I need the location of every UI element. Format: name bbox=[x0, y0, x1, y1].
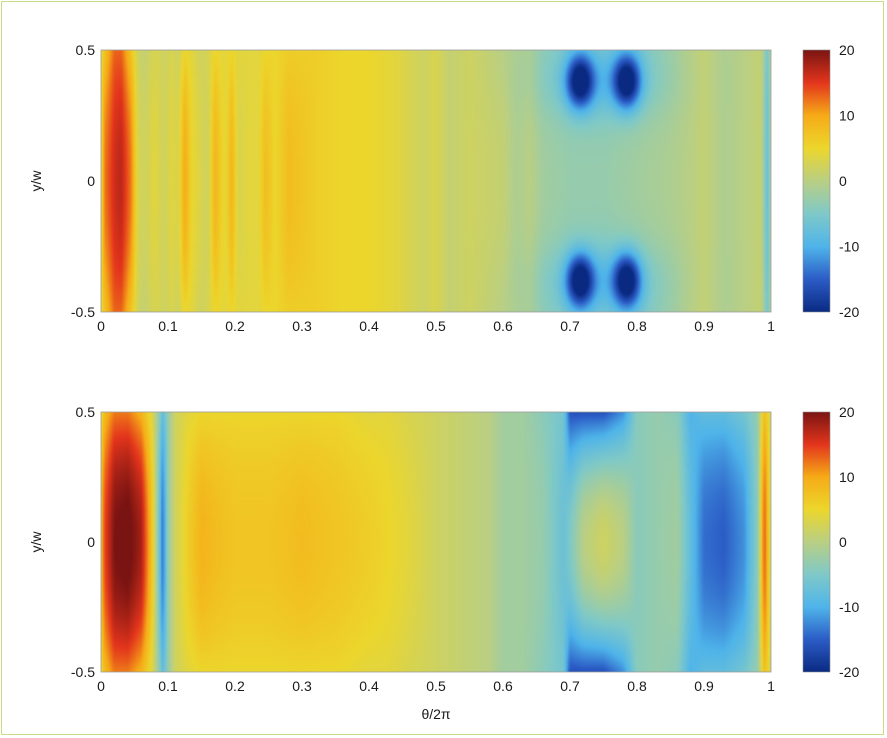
x-tick-label: 0.7 bbox=[560, 318, 580, 334]
colorbar-tick-label: 20 bbox=[839, 42, 855, 58]
colorbar-bottom bbox=[802, 411, 831, 673]
x-tick-label: 1 bbox=[767, 678, 775, 694]
colorbar-tick-label: -10 bbox=[839, 599, 859, 615]
x-tick-label: 0.4 bbox=[359, 318, 379, 334]
x-tick-label: 0.9 bbox=[694, 678, 714, 694]
x-tick-label: 0.5 bbox=[426, 678, 446, 694]
y-tick-label: 0.5 bbox=[76, 42, 96, 58]
colorbar-top bbox=[802, 49, 831, 313]
x-tick-label: 0.9 bbox=[694, 318, 714, 334]
x-tick-label: 0.4 bbox=[359, 678, 379, 694]
y-axis-title-bottom: y/w bbox=[28, 531, 44, 553]
colorbar-tick-label: 0 bbox=[839, 534, 847, 550]
plot-area-bottom bbox=[100, 411, 772, 673]
x-ticks-top: 0 0.1 0.2 0.3 0.4 0.5 0.6 0.7 0.8 0.9 1 bbox=[97, 318, 775, 334]
colorbar-ticks-bottom: 20 10 0 -10 -20 bbox=[839, 404, 859, 680]
x-tick-label: 0.6 bbox=[493, 318, 513, 334]
colorbar-ticks-top: 20 10 0 -10 -20 bbox=[839, 42, 859, 320]
x-tick-label: 0.3 bbox=[292, 678, 312, 694]
x-tick-label: 1 bbox=[767, 318, 775, 334]
colorbar-tick-label: -20 bbox=[839, 664, 859, 680]
colorbar-tick-label: 0 bbox=[839, 173, 847, 189]
colorbar-tick-label: 10 bbox=[839, 108, 855, 124]
y-tick-label: 0.5 bbox=[76, 404, 96, 420]
x-tick-label: 0.1 bbox=[158, 678, 178, 694]
x-tick-label: 0.2 bbox=[225, 678, 245, 694]
heatmap-bottom bbox=[101, 412, 771, 672]
x-tick-label: 0.7 bbox=[560, 678, 580, 694]
x-tick-label: 0.6 bbox=[493, 678, 513, 694]
x-tick-label: 0.3 bbox=[292, 318, 312, 334]
x-tick-label: 0.8 bbox=[627, 678, 647, 694]
colorbar-tick-label: -20 bbox=[839, 304, 859, 320]
x-tick-label: 0.2 bbox=[225, 318, 245, 334]
x-tick-label: 0 bbox=[97, 678, 105, 694]
colorbar-tick-label: 20 bbox=[839, 404, 855, 420]
y-tick-label: -0.5 bbox=[71, 304, 95, 320]
heatmap-top bbox=[101, 50, 771, 312]
plot-area-top bbox=[100, 49, 772, 313]
y-ticks-bottom: -0.5 0 0.5 bbox=[71, 404, 95, 680]
bottom-panel: y/w -0.500.5 0 0.1 0.2 0.3 0.4 0.5 0.6 0.7 0.8 0.… bbox=[28, 404, 859, 722]
y-tick-label: 0 bbox=[87, 173, 95, 189]
x-tick-label: 0.8 bbox=[627, 318, 647, 334]
x-axis-title: θ/2π bbox=[421, 706, 450, 722]
x-tick-label: 0.1 bbox=[158, 318, 178, 334]
x-tick-label: 0 bbox=[97, 318, 105, 334]
y-tick-label: -0.5 bbox=[71, 664, 95, 680]
x-tick-label: 0.5 bbox=[426, 318, 446, 334]
colorbar-tick-label: 10 bbox=[839, 469, 855, 485]
top-panel: y/w -0.500.5 0 0.1 0.2 0.3 0.4 0.5 0.6 0.7 0.8 0.… bbox=[28, 42, 859, 334]
y-axis-title-top: y/w bbox=[28, 170, 44, 192]
x-ticks-bottom: 0 0.1 0.2 0.3 0.4 0.5 0.6 0.7 0.8 0.9 1 bbox=[97, 678, 775, 694]
y-ticks-top: -0.5 0 0.5 bbox=[71, 42, 95, 320]
y-tick-label: 0 bbox=[87, 534, 95, 550]
colorbar-tick-label: -10 bbox=[839, 239, 859, 255]
